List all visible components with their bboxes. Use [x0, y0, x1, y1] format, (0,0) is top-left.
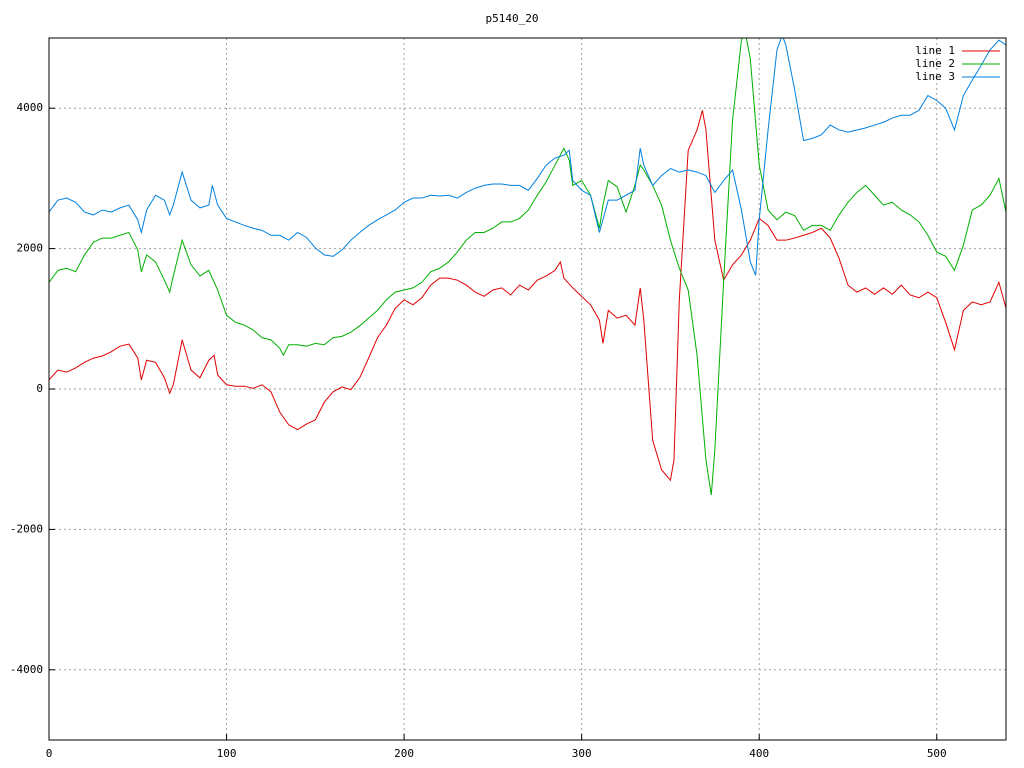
legend-label: line 2 — [915, 57, 955, 70]
y-tick-label: -4000 — [10, 663, 43, 676]
data-line — [49, 38, 1006, 496]
y-tick-label: -2000 — [10, 522, 43, 535]
x-tick-label: 400 — [749, 747, 769, 760]
y-tick-label: 0 — [36, 382, 43, 395]
plot-border — [48, 37, 1007, 741]
data-line — [49, 38, 1006, 276]
y-tick-label: 4000 — [17, 101, 44, 114]
legend-label: line 3 — [915, 70, 955, 83]
grid: 0 100 200 300 400 500 -4000 -2000 0 2000 4000 — [10, 38, 1006, 760]
x-tick-label: 500 — [927, 747, 947, 760]
x-tick-label: 300 — [572, 747, 592, 760]
plot-area — [49, 38, 1006, 496]
y-tick-label: 2000 — [17, 242, 44, 255]
x-tick-label: 200 — [394, 747, 414, 760]
x-tick-label: 100 — [217, 747, 237, 760]
data-line — [49, 110, 1006, 482]
legend-label: line 1 — [915, 44, 955, 57]
x-tick-label: 0 — [46, 747, 53, 760]
chart-title: p5140_20 — [486, 12, 539, 25]
